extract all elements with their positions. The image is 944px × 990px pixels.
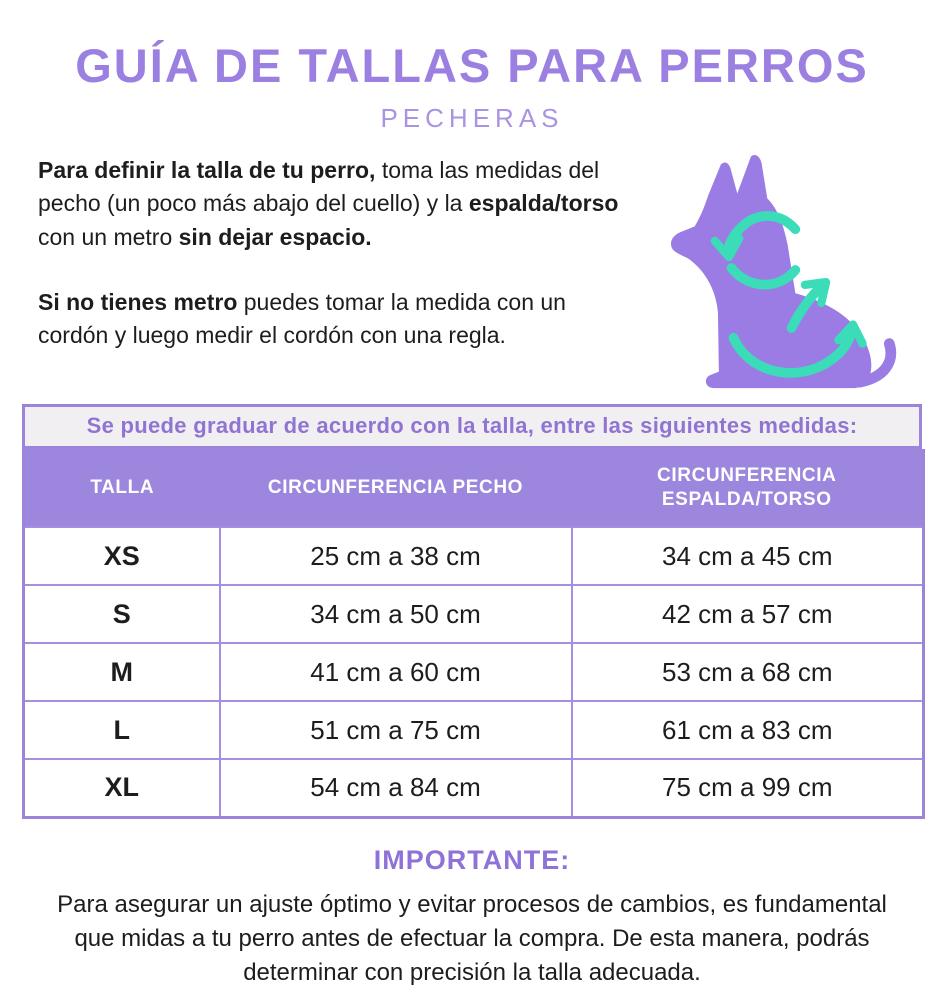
- header-row: TALLA CIRCUNFERENCIA PECHO CIRCUNFERENCI…: [23, 449, 924, 527]
- size-cell: L: [22, 700, 221, 760]
- back-cell: 42 cm a 57 cm: [570, 584, 925, 644]
- dog-harness-measurement-illustration: [670, 154, 896, 389]
- neck-under-arc: [726, 263, 801, 290]
- importante-heading: IMPORTANTE:: [373, 844, 571, 875]
- size-cell: XS: [22, 526, 221, 586]
- chest-cell: 51 cm a 75 cm: [218, 700, 573, 760]
- chest-cell: 25 cm a 38 cm: [218, 526, 573, 586]
- table-banner: Se puede graduar de acuerdo con la talla…: [22, 404, 922, 449]
- size-table: TALLA CIRCUNFERENCIA PECHO CIRCUNFERENCI…: [22, 449, 925, 819]
- intro-p2-text: puedes tomar la medida con un cordón y l…: [38, 289, 566, 349]
- size-table-body: XS 25 cm a 38 cm 34 cm a 45 cm S 34 cm a…: [22, 526, 925, 818]
- page-title: GUÍA DE TALLAS PARA PERROS: [75, 39, 869, 92]
- intro-p2-lead-bold: Si no tienes metro: [38, 289, 238, 316]
- intro-p1-text-1: toma las medidas del pecho (un poco más …: [38, 157, 600, 217]
- intro-paragraph-measure: Para definir la talla de tu perro, toma …: [38, 154, 642, 254]
- table-row-s: S 34 cm a 50 cm 42 cm a 57 cm: [22, 584, 925, 644]
- table-row-xs: XS 25 cm a 38 cm 34 cm a 45 cm: [22, 526, 925, 586]
- back-cell: 34 cm a 45 cm: [570, 526, 925, 586]
- table-row-l: L 51 cm a 75 cm 61 cm a 83 cm: [22, 700, 925, 760]
- header-pecho: CIRCUNFERENCIA PECHO: [219, 449, 572, 527]
- back-cell: 75 cm a 99 cm: [570, 758, 925, 818]
- size-cell: S: [22, 584, 221, 644]
- header-espalda-label: CIRCUNFERENCIA ESPALDA/TORSO: [657, 464, 837, 510]
- header-talla: TALLA: [23, 449, 220, 527]
- footer-note: Para asegurar un ajuste óptimo y evitar …: [57, 890, 887, 986]
- intro-p1-text-2: con un metro: [38, 223, 179, 250]
- neck-measure-arrow: [710, 211, 801, 262]
- back-cell: 53 cm a 68 cm: [570, 642, 925, 702]
- intro-section: Para definir la talla de tu perro, toma …: [0, 154, 944, 390]
- dog-tail: [853, 338, 896, 388]
- table-row-m: M 41 cm a 60 cm 53 cm a 68 cm: [22, 642, 925, 702]
- chest-cell: 34 cm a 50 cm: [218, 584, 573, 644]
- intro-paragraph-no-tape: Si no tienes metro puedes tomar la medid…: [38, 286, 642, 353]
- intro-p1-bold-espacio: sin dejar espacio.: [178, 223, 372, 250]
- measuring-arrows: [710, 211, 867, 378]
- back-measure-arrow: [786, 277, 831, 333]
- intro-p1-bold-espalda: espalda/torso: [468, 190, 619, 217]
- size-table-header: TALLA CIRCUNFERENCIA PECHO CIRCUNFERENCI…: [23, 449, 924, 527]
- size-cell: XL: [22, 758, 221, 818]
- dog-illustration-column: [642, 154, 910, 390]
- intro-p1-lead-bold: Para definir la talla de tu perro,: [38, 157, 376, 183]
- back-cell: 61 cm a 83 cm: [570, 700, 925, 760]
- size-cell: M: [22, 642, 221, 702]
- chest-measure-arrow: [728, 320, 867, 378]
- dog-silhouette: [670, 154, 872, 389]
- header-espalda: CIRCUNFERENCIA ESPALDA/TORSO: [571, 449, 924, 527]
- chest-cell: 54 cm a 84 cm: [218, 758, 573, 818]
- intro-text-column: Para definir la talla de tu perro, toma …: [38, 154, 642, 353]
- chest-cell: 41 cm a 60 cm: [218, 642, 573, 702]
- table-row-xl: XL 54 cm a 84 cm 75 cm a 99 cm: [22, 758, 925, 818]
- page-subtitle: PECHERAS: [380, 103, 564, 133]
